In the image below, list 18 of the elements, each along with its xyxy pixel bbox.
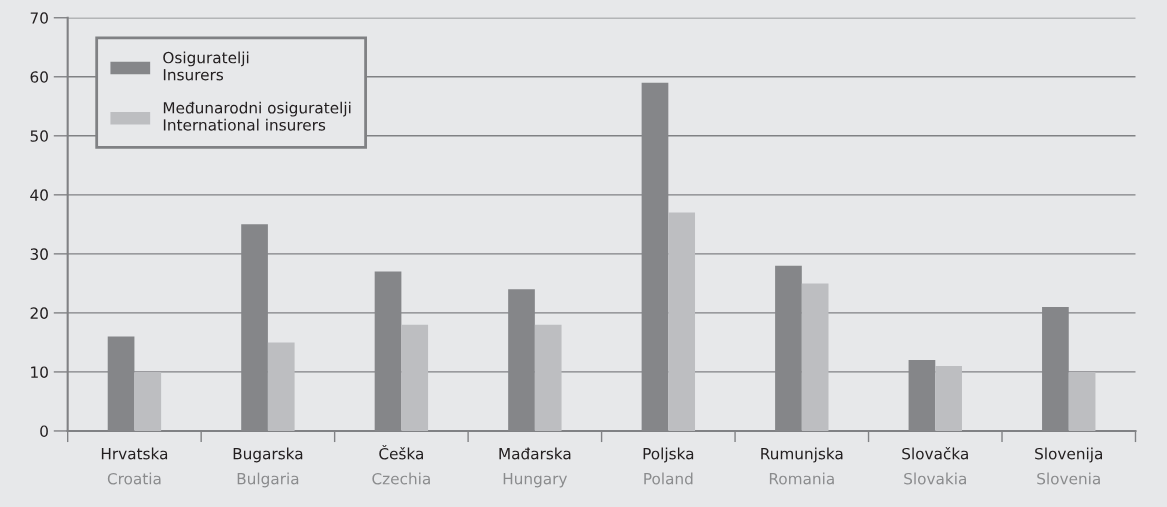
category-label: Rumunjska Romania [761,447,843,485]
category-label: Slovenija Slovenia [1035,447,1102,485]
y-tick-label: 70 [30,12,48,24]
category-label: Češka Czechia [372,445,430,485]
category-label: Hrvatska Croatia [101,447,168,485]
y-tick-label: 50 [30,130,48,142]
y-tick-label: 20 [30,307,48,319]
category-label: Slovačka Slovakia [902,447,968,485]
legend-label: Međunarodni osiguratelji International insurers [163,101,351,131]
y-tick-label: 0 [40,425,48,437]
y-tick-label: 10 [31,366,48,378]
y-tick-label: 40 [30,189,48,201]
legend-label: Osiguratelji Insurers [163,51,249,81]
category-label: Bugarska Bulgaria [233,447,303,488]
y-tick-label: 60 [30,71,48,83]
category-label: Mađarska Hungary [499,447,571,488]
y-tick-label: 30 [30,248,48,260]
category-label: Poljska Poland [643,447,694,485]
